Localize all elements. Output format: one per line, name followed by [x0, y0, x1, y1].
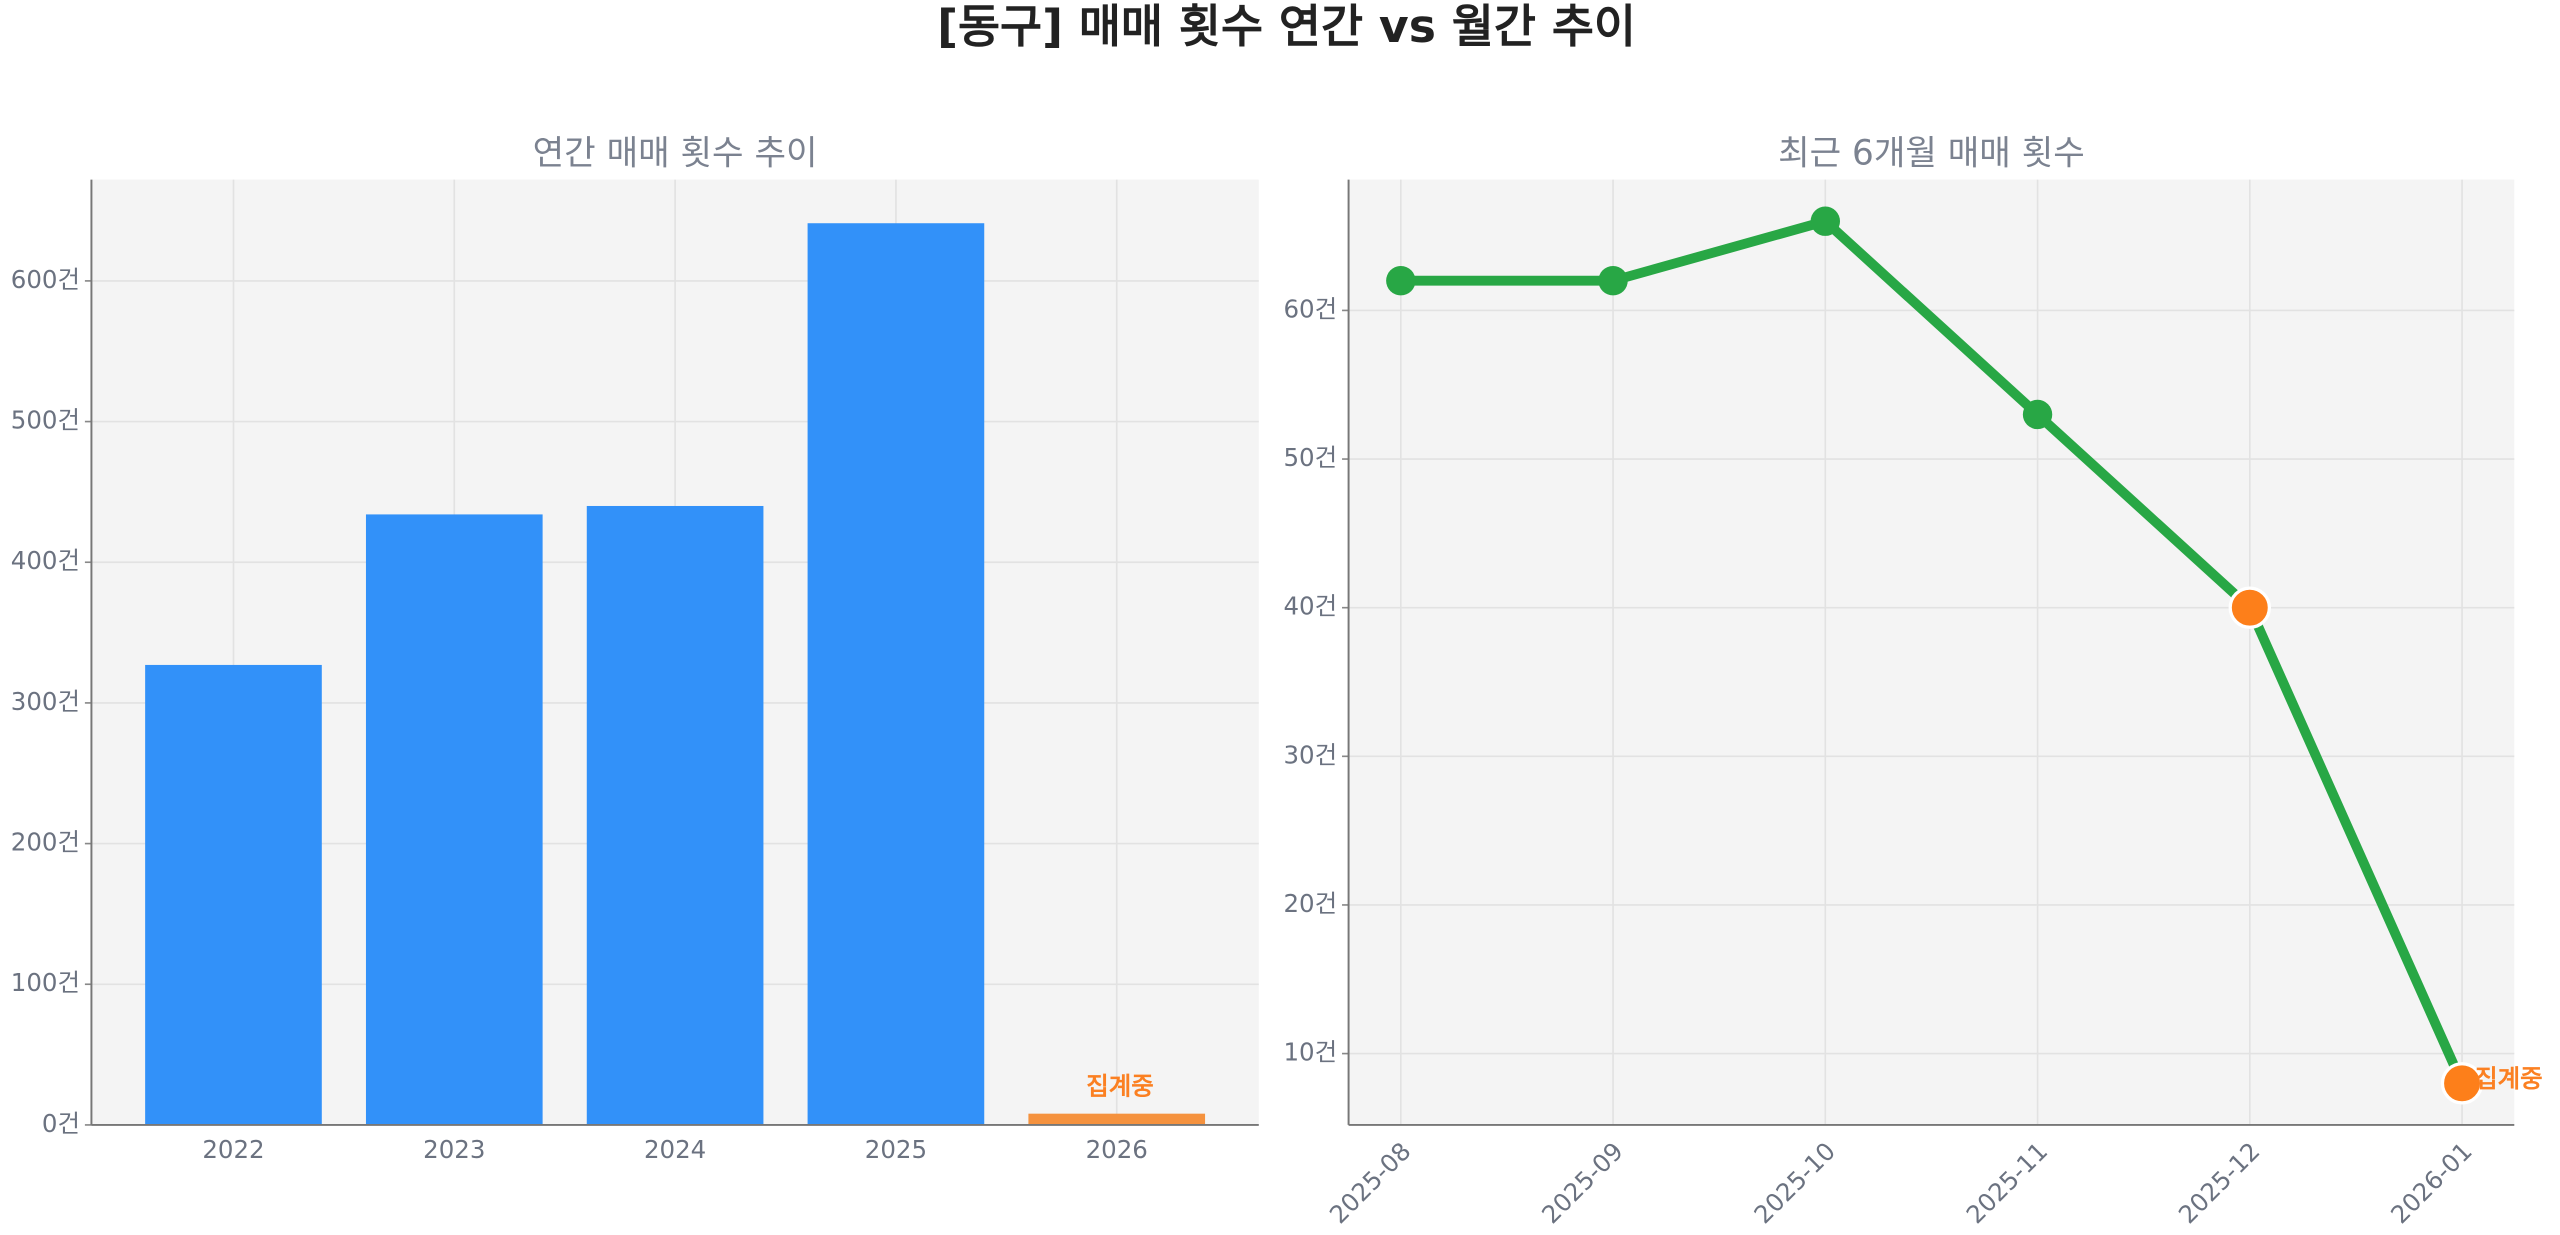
marker — [1810, 206, 1840, 236]
marker — [2022, 399, 2053, 430]
x-tick-label: 2022 — [202, 1135, 264, 1164]
plot-background — [1348, 179, 2515, 1125]
subplot-title: 최근 6개월 매매 횟수 — [1778, 134, 2085, 174]
x-tick-label: 2026-01 — [2385, 1136, 2478, 1229]
annotation: 집계중 — [1086, 1072, 1154, 1101]
y-tick-label: 20건 — [1283, 889, 1337, 918]
x-tick-label: 2025-08 — [1324, 1136, 1417, 1229]
annotation: 집계중 — [2475, 1064, 2543, 1093]
bar — [145, 664, 322, 1125]
x-tick-label: 2025-10 — [1748, 1136, 1841, 1229]
x-tick-label: 2025-12 — [2173, 1136, 2266, 1229]
bar — [365, 514, 543, 1125]
marker — [1386, 265, 1416, 296]
x-tick-label: 2026 — [1086, 1135, 1148, 1164]
y-tick-label: 60건 — [1283, 294, 1337, 323]
y-tick-label: 50건 — [1283, 443, 1337, 472]
x-tick-label: 2023 — [423, 1135, 485, 1164]
y-tick-label: 200건 — [11, 828, 80, 857]
y-tick-label: 600건 — [11, 265, 80, 294]
y-tick-label: 0건 — [42, 1109, 80, 1138]
marker — [2440, 1062, 2484, 1105]
y-tick-label: 30건 — [1283, 740, 1337, 769]
subplot-title: 연간 매매 횟수 추이 — [533, 134, 818, 174]
x-tick-label: 2024 — [644, 1135, 706, 1164]
marker — [2228, 586, 2272, 629]
x-tick-label: 2025-11 — [1960, 1136, 2053, 1229]
y-tick-label: 300건 — [11, 687, 80, 716]
y-tick-label: 400건 — [11, 546, 80, 575]
x-tick-label: 2025 — [865, 1135, 927, 1164]
y-tick-label: 40건 — [1283, 592, 1337, 621]
bar — [586, 505, 764, 1125]
y-tick-label: 500건 — [11, 406, 80, 435]
x-tick-label: 2025-09 — [1536, 1136, 1629, 1229]
marker — [1598, 265, 1628, 296]
y-tick-label: 100건 — [11, 968, 80, 997]
line — [1400, 216, 2467, 1086]
figure-title: [동구] 매매 횟수 연간 vs 월간 추이 — [937, 0, 1636, 53]
bar — [1028, 1113, 1206, 1125]
bar — [807, 223, 985, 1125]
y-tick-label: 10건 — [1283, 1038, 1337, 1067]
